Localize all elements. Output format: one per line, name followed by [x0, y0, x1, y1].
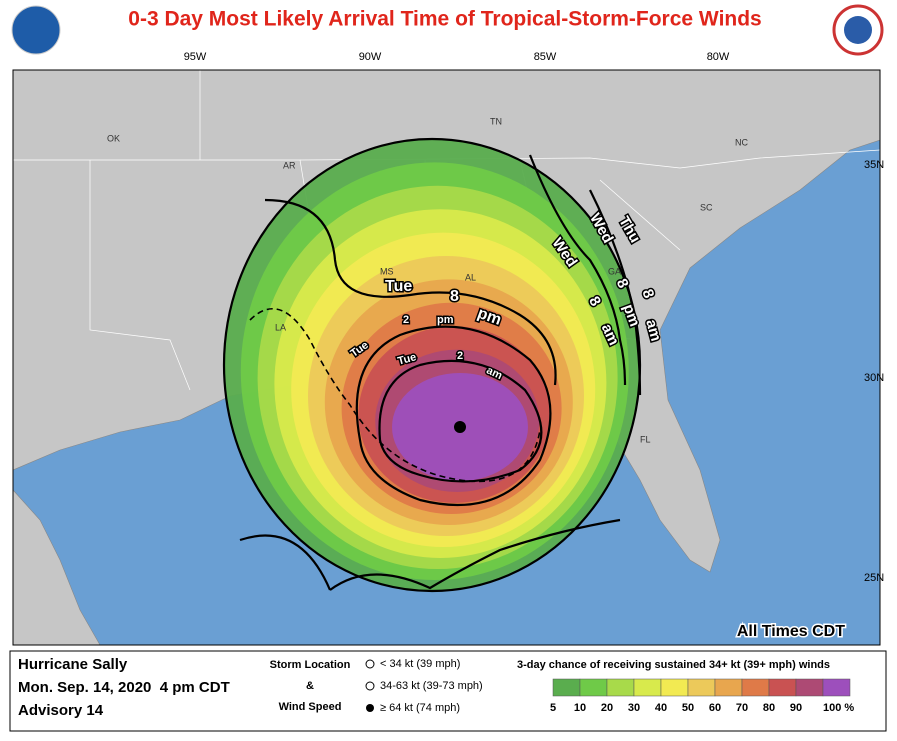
- arrival-label: pm: [437, 314, 454, 326]
- state-label: FL: [640, 434, 651, 444]
- legend-label: 10: [574, 702, 586, 714]
- legend-label: 90: [790, 702, 802, 714]
- legend-swatch: [660, 678, 689, 697]
- legend-swatch: [795, 678, 824, 697]
- legend-label: 60: [709, 702, 721, 714]
- arrival-contours: [239, 154, 642, 591]
- symbol-hurricane: [366, 704, 374, 712]
- probability-legend: 5 10 20 30 40 50 60 70 80 90 100 %: [550, 678, 854, 714]
- symbol-title: Wind Speed: [279, 701, 342, 713]
- symbol-item: 34-63 kt (39-73 mph): [380, 680, 483, 692]
- state-label: AR: [283, 160, 296, 170]
- storm-date: Mon. Sep. 14, 2020 4 pm CDT: [18, 679, 230, 696]
- state-label: MS: [380, 266, 394, 276]
- legend-swatch: [552, 678, 581, 697]
- state-label: TN: [490, 116, 502, 126]
- state-label: SC: [700, 202, 713, 212]
- symbol-title: &: [306, 680, 314, 692]
- probability-rings: [224, 139, 640, 591]
- lat-label: 25N: [864, 572, 884, 584]
- lon-label: 90W: [359, 51, 382, 63]
- legend-swatch: [822, 678, 851, 697]
- lon-label: 95W: [184, 51, 207, 63]
- symbol-ts: [365, 681, 375, 691]
- symbol-item: < 34 kt (39 mph): [380, 658, 460, 670]
- probability-title: 3-day chance of receiving sustained 34+ …: [517, 659, 830, 671]
- arrival-label: 8: [450, 288, 459, 305]
- times-note: All Times CDT: [737, 623, 845, 640]
- state-label: LA: [275, 322, 286, 332]
- dashed-contour: [249, 308, 541, 483]
- legend-swatch: [606, 678, 635, 697]
- state-label: GA: [608, 266, 621, 276]
- legend-swatch: [579, 678, 608, 697]
- title: 0-3 Day Most Likely Arrival Time of Trop…: [128, 8, 761, 31]
- legend-label: 40: [655, 702, 667, 714]
- legend-swatch: [768, 678, 797, 697]
- legend-swatch: [741, 678, 770, 697]
- outer-contour: [222, 137, 642, 593]
- nws-logo-inner: [844, 16, 872, 44]
- legend-label: 80: [763, 702, 775, 714]
- land-mexico: [13, 489, 101, 645]
- legend-swatch: [687, 678, 716, 697]
- symbol-title: Storm Location: [270, 659, 351, 671]
- lon-label: 85W: [534, 51, 557, 63]
- legend-label: 70: [736, 702, 748, 714]
- lon-label: 80W: [707, 51, 730, 63]
- lat-label: 35N: [864, 159, 884, 171]
- arrival-label: 2: [403, 314, 409, 326]
- map-frame: [12, 69, 881, 646]
- legend-swatch: [714, 678, 743, 697]
- legend-label: 30: [628, 702, 640, 714]
- state-label: NC: [735, 137, 748, 147]
- map: OK AR TN NC SC MS AL GA LA FL Tue 8 pm T…: [13, 70, 880, 645]
- storm-location: [454, 421, 466, 433]
- legend-label: 5: [550, 702, 556, 714]
- arrival-label: Tue: [385, 278, 412, 295]
- symbol-weak: [365, 659, 375, 669]
- storm-name: Hurricane Sally: [18, 656, 128, 673]
- legend-label: 20: [601, 702, 613, 714]
- state-label: AL: [465, 272, 476, 282]
- legend-swatch: [633, 678, 662, 697]
- storm-advisory: Advisory 14: [18, 702, 104, 719]
- state-label: OK: [107, 133, 120, 143]
- noaa-logo: [11, 5, 61, 55]
- lat-label: 30N: [864, 372, 884, 384]
- arrival-label: 2: [457, 350, 463, 362]
- legend-label: 50: [682, 702, 694, 714]
- symbol-item: ≥ 64 kt (74 mph): [380, 702, 460, 714]
- legend-label: 100 %: [823, 702, 854, 714]
